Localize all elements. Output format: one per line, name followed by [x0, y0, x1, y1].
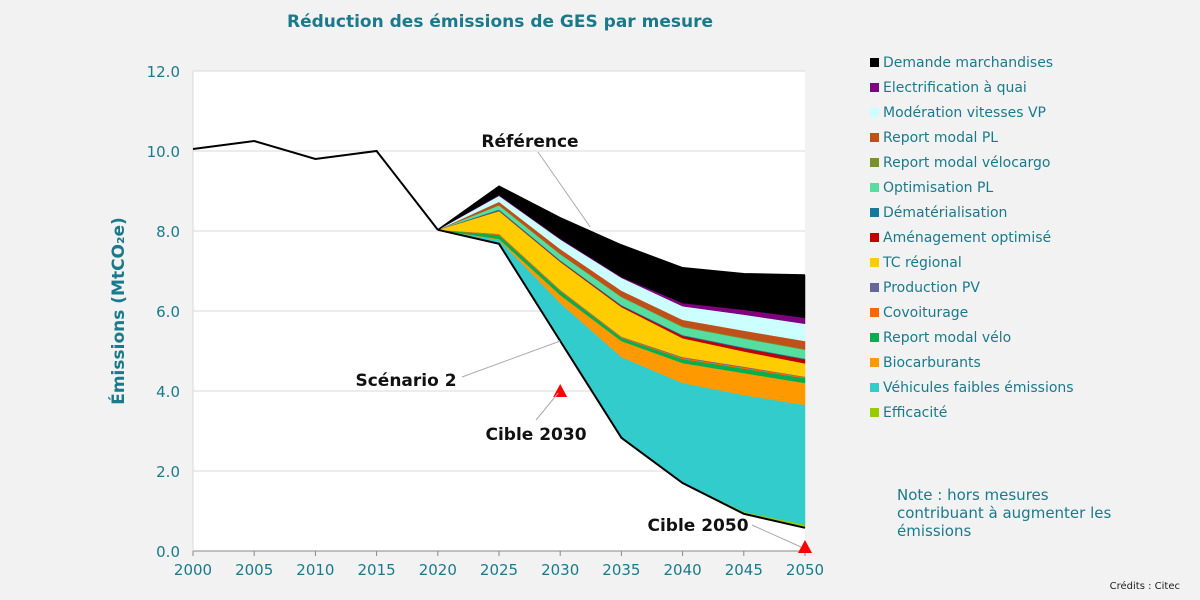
y-tick-label: 10.0 — [147, 143, 180, 161]
x-tick-label: 2045 — [725, 561, 763, 579]
legend-swatch — [870, 83, 879, 92]
legend-swatch — [870, 383, 879, 392]
note: Note : hors mesures contribuant à augmen… — [897, 486, 1112, 540]
legend-item: Efficacité — [870, 400, 1074, 425]
legend-label: Modération vitesses VP — [883, 104, 1046, 121]
x-tick-label: 2005 — [235, 561, 273, 579]
legend-swatch — [870, 133, 879, 142]
scenario2-line — [437, 228, 806, 529]
legend-item: Report modal vélocargo — [870, 150, 1074, 175]
y-tick-label: 12.0 — [147, 63, 180, 81]
legend-item: Aménagement optimisé — [870, 225, 1074, 250]
legend-label: Véhicules faibles émissions — [883, 379, 1074, 396]
x-tick-label: 2020 — [419, 561, 457, 579]
legend-label: Demande marchandises — [883, 54, 1054, 71]
legend-swatch — [870, 408, 879, 417]
y-tick-label: 4.0 — [156, 383, 180, 401]
legend-label: Efficacité — [883, 404, 948, 421]
legend-item: Biocarburants — [870, 350, 1074, 375]
x-tick-label: 2015 — [358, 561, 396, 579]
target-2050-label: Cible 2050 — [647, 516, 748, 536]
x-tick-label: 2050 — [786, 561, 824, 579]
legend-item: Modération vitesses VP — [870, 100, 1074, 125]
scenario2-label-leader — [461, 340, 561, 378]
y-axis-label: Émissions (MtCO₂e) — [107, 217, 129, 405]
legend-swatch — [870, 358, 879, 367]
credits: Crédits : Citec — [1109, 581, 1180, 592]
legend-item: Report modal PL — [870, 125, 1074, 150]
legend-label: Report modal vélocargo — [883, 154, 1051, 171]
legend-label: Production PV — [883, 279, 980, 296]
legend-item: Optimisation PL — [870, 175, 1074, 200]
legend-item: TC régional — [870, 250, 1074, 275]
legend-label: Biocarburants — [883, 354, 981, 371]
legend-label: Electrification à quai — [883, 79, 1027, 96]
legend: Demande marchandises Electrification à qu… — [870, 50, 1074, 425]
y-tick-label: 8.0 — [156, 223, 180, 241]
reference-line — [437, 185, 806, 276]
legend-label: Report modal PL — [883, 129, 999, 146]
reference-label: Référence — [481, 132, 578, 152]
x-tick-label: 2000 — [174, 561, 212, 579]
legend-swatch — [870, 183, 879, 192]
legend-swatch — [870, 258, 879, 267]
scenario2-label: Scénario 2 — [355, 371, 456, 391]
legend-item: Covoiturage — [870, 300, 1074, 325]
x-tick-label: 2040 — [664, 561, 702, 579]
legend-label: Report modal vélo — [883, 329, 1012, 346]
x-tick-label: 2025 — [480, 561, 518, 579]
legend-item: Production PV — [870, 275, 1074, 300]
target-marker — [553, 384, 568, 397]
legend-swatch — [870, 158, 879, 167]
legend-swatch — [870, 233, 879, 242]
legend-item: Report modal vélo — [870, 325, 1074, 350]
legend-item: Electrification à quai — [870, 75, 1074, 100]
target-marker — [798, 540, 812, 553]
historical-line — [192, 139, 439, 231]
legend-label: Optimisation PL — [883, 179, 994, 196]
legend-item: Véhicules faibles émissions — [870, 375, 1074, 400]
target-2030-label: Cible 2030 — [485, 425, 586, 445]
y-tick-label: 2.0 — [156, 463, 180, 481]
reference-label-leader — [537, 151, 591, 228]
legend-swatch — [870, 308, 879, 317]
chart-title: Réduction des émissions de GES par mesur… — [287, 12, 713, 32]
legend-label: Covoiturage — [883, 304, 969, 321]
legend-swatch — [870, 58, 879, 67]
target-2030-label-leader — [535, 392, 559, 421]
y-tick-label: 0.0 — [156, 543, 180, 561]
legend-swatch — [870, 108, 879, 117]
x-tick-label: 2010 — [296, 561, 334, 579]
y-tick-label: 6.0 — [156, 303, 180, 321]
target-2050-label-leader — [751, 524, 802, 548]
legend-item: Demande marchandises — [870, 50, 1074, 75]
legend-label: TC régional — [883, 254, 962, 271]
legend-swatch — [870, 283, 879, 292]
legend-label: Dématérialisation — [883, 204, 1008, 221]
x-tick-label: 2030 — [541, 561, 579, 579]
legend-item: Dématérialisation — [870, 200, 1074, 225]
legend-swatch — [870, 208, 879, 217]
legend-label: Aménagement optimisé — [883, 229, 1052, 246]
x-tick-label: 2035 — [602, 561, 640, 579]
legend-swatch — [870, 333, 879, 342]
